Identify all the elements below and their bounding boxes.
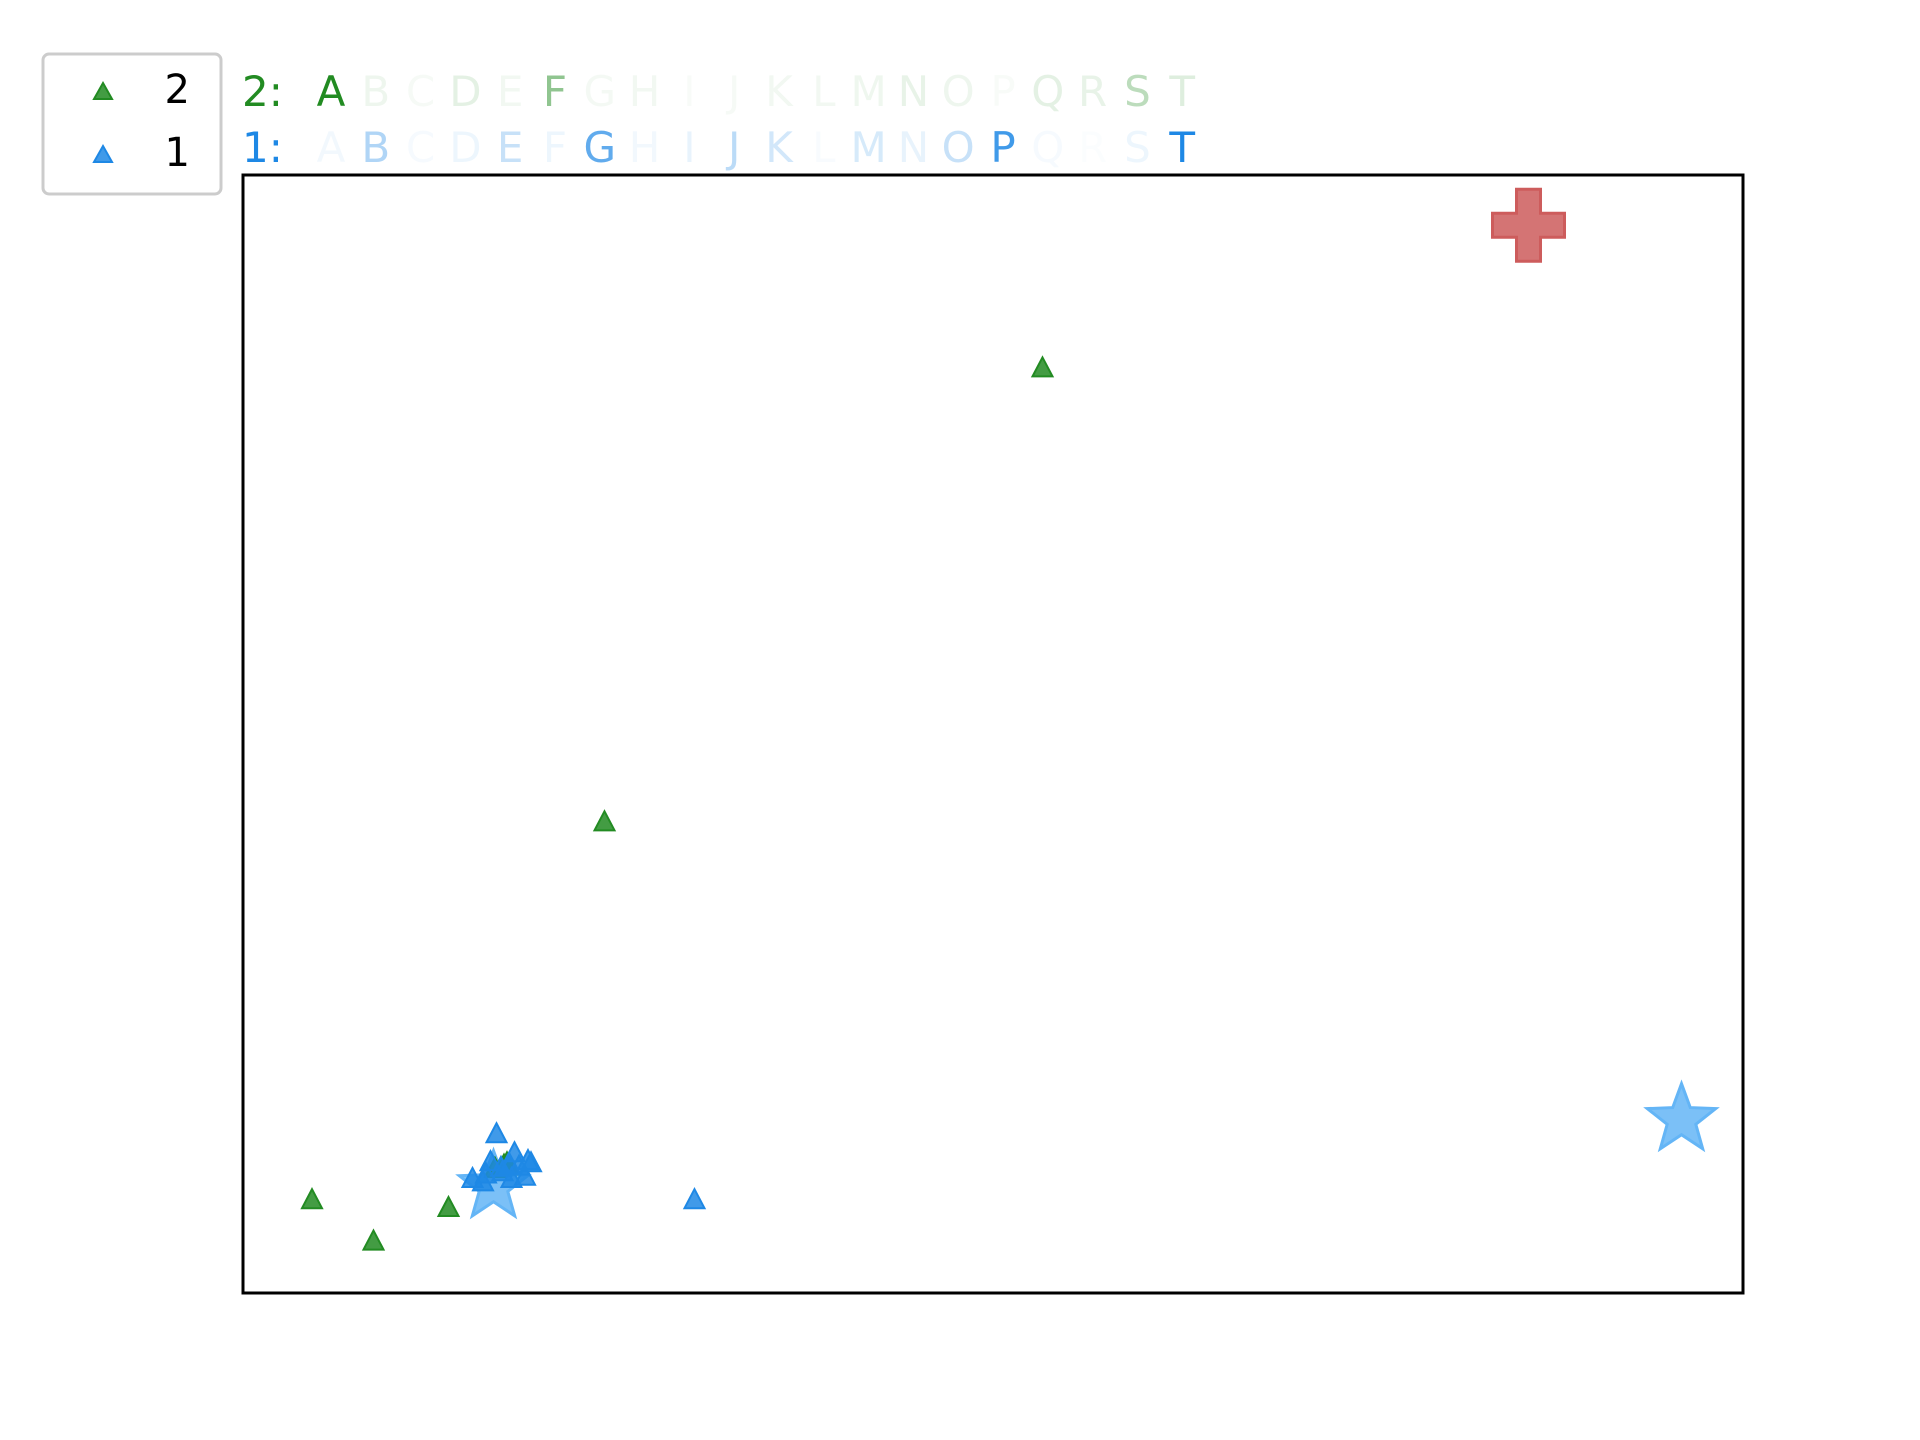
data-points	[300, 187, 1720, 1251]
cross-marker	[1491, 187, 1566, 263]
letter-row-prefix: 1:	[242, 123, 283, 172]
legend: 2 1	[41, 52, 223, 196]
letter-row-letter: E	[497, 123, 524, 172]
letter-row-letter: B	[361, 123, 390, 172]
series-2-point	[361, 1228, 386, 1251]
series-1-point	[502, 1140, 527, 1163]
letter-row-letter: D	[449, 67, 481, 116]
legend-label-1: 1	[165, 130, 190, 176]
letter-row-letter: H	[629, 123, 661, 172]
letter-row-letter: N	[898, 123, 929, 172]
letter-row-letter: J	[725, 67, 740, 116]
letter-row-letter: P	[990, 67, 1015, 116]
letter-row-letter: I	[683, 123, 695, 172]
letter-row-letter: A	[317, 123, 346, 172]
letter-rows: 2: A B C D E F G H I J K L M N O P Q R S T 1: A B C D E F G H I J K L M N O P…	[242, 67, 1195, 172]
letter-row-letter: B	[361, 67, 390, 116]
letter-row-letter: C	[406, 123, 435, 172]
letter-row-letter: L	[812, 67, 836, 116]
letter-row-letter: R	[1078, 123, 1107, 172]
series-1-point	[513, 1163, 537, 1186]
series-2-point	[592, 809, 617, 832]
letter-row-letter: E	[497, 67, 524, 116]
letter-row-letter: D	[449, 123, 481, 172]
letter-row-letter: S	[1124, 123, 1151, 172]
series-1-point	[519, 1150, 543, 1173]
letter-row-letter: H	[629, 67, 661, 116]
letter-row-letter: K	[765, 123, 794, 172]
legend-marker-1	[92, 143, 114, 163]
letter-row-letter: O	[942, 67, 975, 116]
letter-row-letter: S	[1124, 67, 1151, 116]
letter-row-letter: F	[543, 123, 567, 172]
letter-row-letter: I	[683, 67, 695, 116]
plot-area-frame	[241, 173, 1745, 1295]
letter-row-letter: L	[812, 123, 836, 172]
series-2-point	[436, 1194, 461, 1218]
series-2-point	[300, 1187, 324, 1210]
letter-row-letter: T	[1168, 67, 1195, 116]
series-1-point	[682, 1187, 707, 1210]
series-1-point	[484, 1121, 509, 1144]
letter-row-letter: P	[990, 123, 1015, 172]
letter-row-letter: G	[584, 67, 617, 116]
letter-row-letter: M	[850, 123, 886, 172]
legend-marker-2	[92, 80, 114, 100]
letter-row-letter: F	[543, 67, 567, 116]
letter-row-letter: Q	[1031, 67, 1064, 116]
letter-row-letter: O	[942, 123, 975, 172]
series-1-point	[474, 1161, 498, 1184]
legend-label-2: 2	[165, 67, 190, 113]
series-1-point	[490, 1159, 515, 1182]
letter-row-letter: J	[725, 123, 740, 172]
letter-row-letter: R	[1078, 67, 1107, 116]
series-2-point	[1030, 355, 1055, 378]
letter-row-letter: N	[898, 67, 929, 116]
star-marker	[1643, 1079, 1720, 1153]
legend-box	[41, 52, 223, 196]
letter-row-letter: K	[765, 67, 794, 116]
letter-row-letter: A	[317, 67, 346, 116]
letter-row-letter: M	[850, 67, 886, 116]
letter-row-letter: C	[406, 67, 435, 116]
letter-row-letter: T	[1168, 123, 1195, 172]
letter-row-prefix: 2:	[242, 67, 283, 116]
letter-row-letter: G	[584, 123, 617, 172]
letter-row-letter: Q	[1031, 123, 1064, 172]
